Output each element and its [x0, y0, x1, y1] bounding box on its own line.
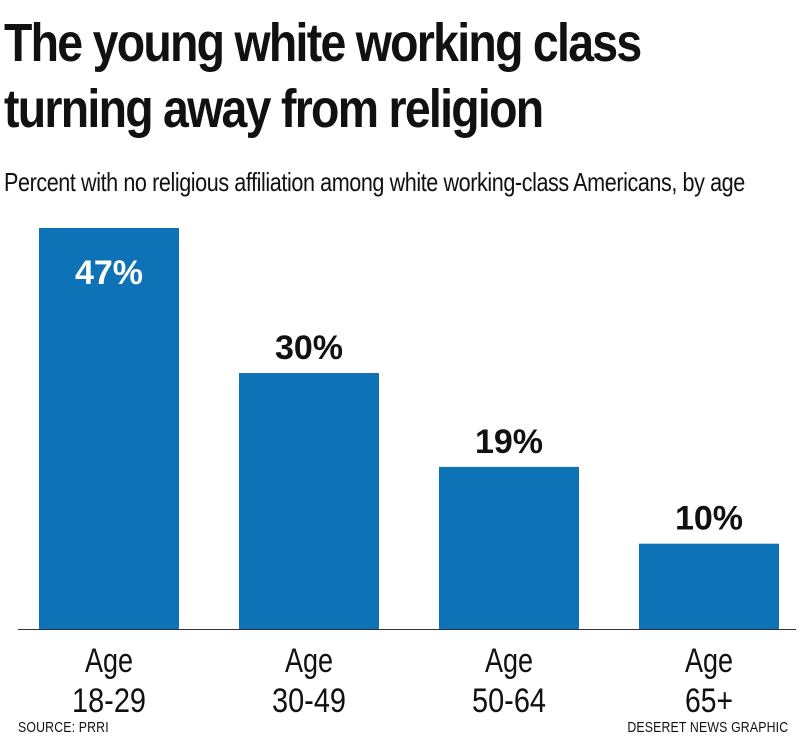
- chart-title-line-1: The young white working class: [4, 13, 642, 73]
- bar-age-18-29: [39, 228, 179, 629]
- bar-age-50-64: [439, 466, 579, 629]
- x-tick-label: 30-49: [272, 682, 346, 720]
- bar-age-65-: [639, 543, 779, 629]
- x-tick-label: Age: [685, 642, 733, 680]
- data-label: 30%: [275, 329, 343, 367]
- x-tick-label: 50-64: [472, 682, 546, 720]
- chart-subtitle: Percent with no religious affiliation am…: [4, 167, 745, 197]
- bar-age-30-49: [239, 373, 379, 629]
- chart-title: The young white working class turning aw…: [4, 10, 683, 142]
- source-note: SOURCE: PRRI: [18, 719, 109, 736]
- x-tick-label: 18-29: [72, 682, 146, 720]
- graphic-credit: DESERET NEWS GRAPHIC: [627, 719, 788, 736]
- x-tick-label: 65+: [685, 682, 733, 720]
- chart-title-line-2: turning away from religion: [4, 79, 544, 139]
- data-label: 10%: [675, 500, 743, 538]
- x-tick-label: Age: [485, 642, 533, 680]
- x-tick-label: Age: [85, 642, 133, 680]
- data-label: 47%: [75, 254, 143, 292]
- data-label: 19%: [475, 423, 543, 461]
- x-tick-label: Age: [285, 642, 333, 680]
